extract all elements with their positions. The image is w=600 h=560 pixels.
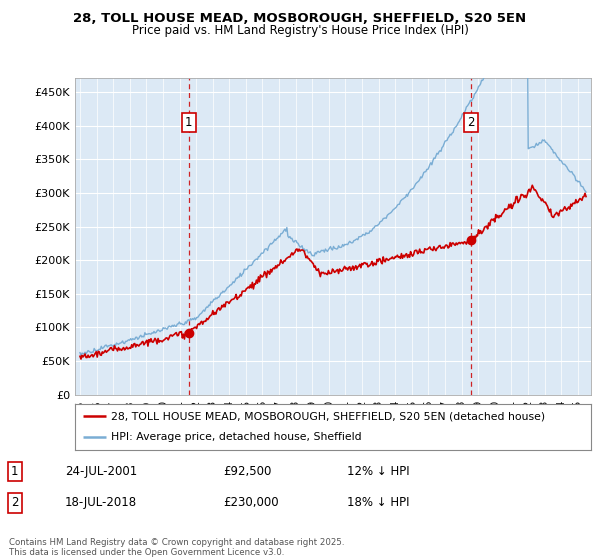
- Text: 18-JUL-2018: 18-JUL-2018: [65, 496, 137, 510]
- Text: £92,500: £92,500: [224, 465, 272, 478]
- Text: 12% ↓ HPI: 12% ↓ HPI: [347, 465, 410, 478]
- Text: Price paid vs. HM Land Registry's House Price Index (HPI): Price paid vs. HM Land Registry's House …: [131, 24, 469, 36]
- Text: 2: 2: [467, 116, 475, 129]
- Text: 1: 1: [185, 116, 193, 129]
- Text: 28, TOLL HOUSE MEAD, MOSBOROUGH, SHEFFIELD, S20 5EN (detached house): 28, TOLL HOUSE MEAD, MOSBOROUGH, SHEFFIE…: [111, 411, 545, 421]
- Text: 24-JUL-2001: 24-JUL-2001: [65, 465, 137, 478]
- Text: 2: 2: [11, 496, 19, 510]
- Text: 28, TOLL HOUSE MEAD, MOSBOROUGH, SHEFFIELD, S20 5EN: 28, TOLL HOUSE MEAD, MOSBOROUGH, SHEFFIE…: [73, 12, 527, 25]
- Text: HPI: Average price, detached house, Sheffield: HPI: Average price, detached house, Shef…: [111, 432, 362, 442]
- Text: £230,000: £230,000: [224, 496, 279, 510]
- Text: Contains HM Land Registry data © Crown copyright and database right 2025.
This d: Contains HM Land Registry data © Crown c…: [9, 538, 344, 557]
- Text: 1: 1: [11, 465, 19, 478]
- Text: 18% ↓ HPI: 18% ↓ HPI: [347, 496, 410, 510]
